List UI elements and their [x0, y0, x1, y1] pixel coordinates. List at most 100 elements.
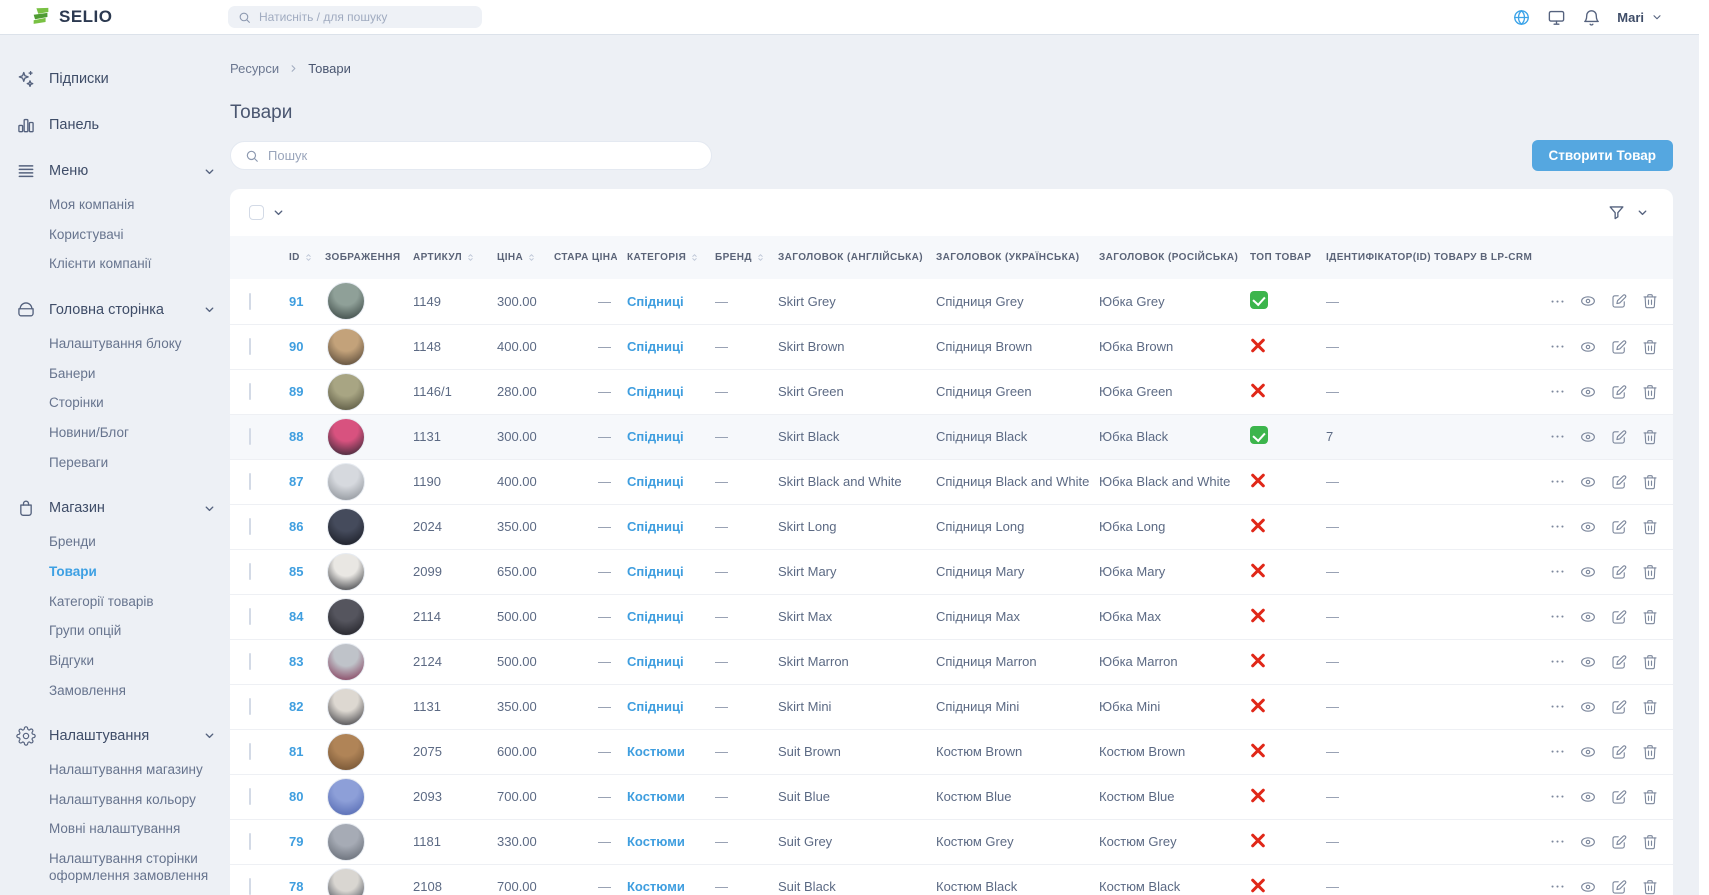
row-checkbox[interactable]: [249, 473, 251, 490]
row-menu-button[interactable]: [1549, 383, 1566, 400]
row-menu-button[interactable]: [1549, 338, 1566, 355]
category-link[interactable]: Костюми: [627, 744, 685, 759]
column-header-price[interactable]: ЦІНА: [487, 236, 544, 279]
product-id-link[interactable]: 89: [289, 384, 304, 399]
user-menu[interactable]: Mari: [1617, 10, 1663, 25]
sidebar-item-option-groups[interactable]: Групи опцій: [49, 623, 122, 639]
edit-button[interactable]: [1610, 473, 1628, 491]
view-button[interactable]: [1579, 473, 1597, 491]
edit-button[interactable]: [1610, 743, 1628, 761]
column-header-article[interactable]: АРТИКУЛ: [403, 236, 487, 279]
row-checkbox[interactable]: [249, 833, 251, 850]
chevron-down-icon[interactable]: [203, 165, 216, 178]
column-header-category[interactable]: КАТЕГОРІЯ: [617, 236, 705, 279]
product-id-link[interactable]: 84: [289, 609, 304, 624]
sidebar-item-product-categories[interactable]: Категорії товарів: [49, 593, 154, 609]
row-menu-button[interactable]: [1549, 878, 1566, 895]
selio-logo[interactable]: SELIO: [30, 6, 228, 28]
view-button[interactable]: [1579, 292, 1597, 310]
sidebar-item-benefits[interactable]: Переваги: [49, 454, 109, 470]
sidebar-item-shop-settings[interactable]: Налаштування магазину: [49, 762, 203, 778]
select-all-checkbox[interactable]: [249, 205, 264, 220]
breadcrumb-resources[interactable]: Ресурси: [230, 61, 280, 76]
edit-button[interactable]: [1610, 878, 1628, 895]
product-id-link[interactable]: 79: [289, 834, 304, 849]
sort-icon[interactable]: [689, 250, 700, 265]
edit-button[interactable]: [1610, 292, 1628, 310]
sidebar-item-settings[interactable]: Налаштування: [16, 721, 216, 751]
edit-button[interactable]: [1610, 338, 1628, 356]
sidebar-item-my-company[interactable]: Моя компанія: [49, 197, 135, 213]
edit-button[interactable]: [1610, 698, 1628, 716]
chevron-down-icon[interactable]: [203, 729, 216, 742]
product-id-link[interactable]: 83: [289, 654, 304, 669]
row-menu-button[interactable]: [1549, 563, 1566, 580]
row-checkbox[interactable]: [249, 518, 251, 535]
bulk-actions-chevron-icon[interactable]: [272, 206, 285, 219]
row-checkbox[interactable]: [249, 788, 251, 805]
filter-button[interactable]: [1607, 203, 1649, 222]
delete-button[interactable]: [1641, 878, 1659, 895]
edit-button[interactable]: [1610, 653, 1628, 671]
delete-button[interactable]: [1641, 833, 1659, 851]
edit-button[interactable]: [1610, 563, 1628, 581]
sidebar-item-users[interactable]: Користувачі: [49, 226, 124, 242]
sidebar-item-news-blog[interactable]: Новини/Блог: [49, 425, 129, 441]
sort-icon[interactable]: [303, 250, 314, 265]
product-id-link[interactable]: 87: [289, 474, 304, 489]
sidebar-item-shop[interactable]: Магазин: [16, 493, 216, 523]
view-button[interactable]: [1579, 608, 1597, 626]
sidebar-item-checkout-page-settings[interactable]: Налаштування сторінки оформлення замовле…: [49, 851, 209, 884]
category-link[interactable]: Костюми: [627, 834, 685, 849]
product-id-link[interactable]: 90: [289, 339, 304, 354]
product-id-link[interactable]: 80: [289, 789, 304, 804]
sidebar-item-homepage[interactable]: Головна сторінка: [16, 295, 216, 325]
global-search-input[interactable]: Натисніть / для пошуку: [228, 6, 482, 28]
product-id-link[interactable]: 82: [289, 699, 304, 714]
view-button[interactable]: [1579, 338, 1597, 356]
category-link[interactable]: Костюми: [627, 879, 685, 895]
category-link[interactable]: Спідниці: [627, 474, 684, 489]
sidebar-item-brands[interactable]: Бренди: [49, 534, 96, 550]
view-button[interactable]: [1579, 653, 1597, 671]
row-checkbox[interactable]: [249, 383, 251, 400]
delete-button[interactable]: [1641, 292, 1659, 310]
category-link[interactable]: Спідниці: [627, 564, 684, 579]
row-menu-button[interactable]: [1549, 653, 1566, 670]
view-button[interactable]: [1579, 383, 1597, 401]
display-mode-icon[interactable]: [1547, 8, 1566, 27]
sidebar-item-color-settings[interactable]: Налаштування кольору: [49, 791, 196, 807]
row-menu-button[interactable]: [1549, 608, 1566, 625]
product-id-link[interactable]: 86: [289, 519, 304, 534]
row-checkbox[interactable]: [249, 428, 251, 445]
delete-button[interactable]: [1641, 788, 1659, 806]
view-button[interactable]: [1579, 743, 1597, 761]
category-link[interactable]: Спідниці: [627, 293, 684, 309]
category-link[interactable]: Спідниці: [627, 339, 684, 354]
create-product-button[interactable]: Створити Товар: [1531, 140, 1673, 171]
view-button[interactable]: [1579, 833, 1597, 851]
sidebar-item-orders[interactable]: Замовлення: [49, 682, 126, 698]
language-globe-icon[interactable]: [1512, 8, 1531, 27]
row-checkbox[interactable]: [249, 878, 251, 895]
sidebar-item-language-settings[interactable]: Мовні налаштування: [49, 821, 181, 837]
view-button[interactable]: [1579, 563, 1597, 581]
sort-icon[interactable]: [465, 250, 476, 265]
row-menu-button[interactable]: [1549, 743, 1566, 760]
view-button[interactable]: [1579, 428, 1597, 446]
edit-button[interactable]: [1610, 428, 1628, 446]
sidebar-item-menu[interactable]: Меню: [16, 156, 216, 186]
chevron-down-icon[interactable]: [203, 502, 216, 515]
sidebar-item-pages[interactable]: Сторінки: [49, 395, 104, 411]
sidebar-item-banners[interactable]: Банери: [49, 365, 96, 381]
product-id-link[interactable]: 91: [289, 293, 304, 309]
row-checkbox[interactable]: [249, 653, 251, 670]
row-checkbox[interactable]: [249, 563, 251, 580]
sidebar-item-products[interactable]: Товари: [49, 563, 97, 579]
row-checkbox[interactable]: [249, 608, 251, 625]
category-link[interactable]: Спідниці: [627, 519, 684, 534]
category-link[interactable]: Спідниці: [627, 429, 684, 444]
edit-button[interactable]: [1610, 833, 1628, 851]
column-header-brand[interactable]: БРЕНД: [705, 236, 768, 279]
row-menu-button[interactable]: [1549, 833, 1566, 850]
